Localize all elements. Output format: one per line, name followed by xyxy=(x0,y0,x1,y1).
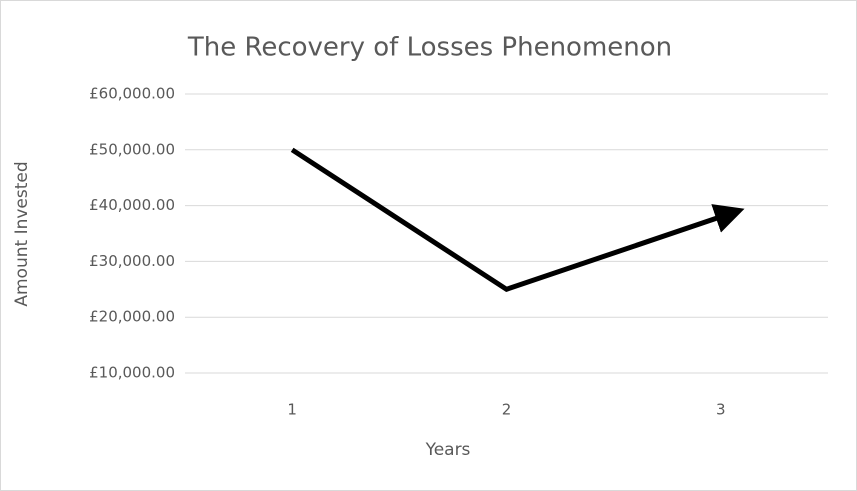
y-tick-label: £10,000.00 xyxy=(89,364,175,382)
data-line xyxy=(290,147,745,293)
x-tick-label: 1 xyxy=(287,401,297,419)
y-tick-label: £60,000.00 xyxy=(89,85,175,103)
x-tick-label: 3 xyxy=(716,401,726,419)
chart-title: The Recovery of Losses Phenomenon xyxy=(187,33,672,63)
y-tick-label: £20,000.00 xyxy=(89,308,175,326)
y-axis-title: Amount Invested xyxy=(12,161,32,306)
y-tick-label: £40,000.00 xyxy=(89,196,175,214)
y-tick-label: £50,000.00 xyxy=(89,140,175,158)
x-axis-title: Years xyxy=(425,440,471,460)
x-tick-label: 2 xyxy=(502,401,512,419)
y-tick-label: £30,000.00 xyxy=(89,252,175,270)
